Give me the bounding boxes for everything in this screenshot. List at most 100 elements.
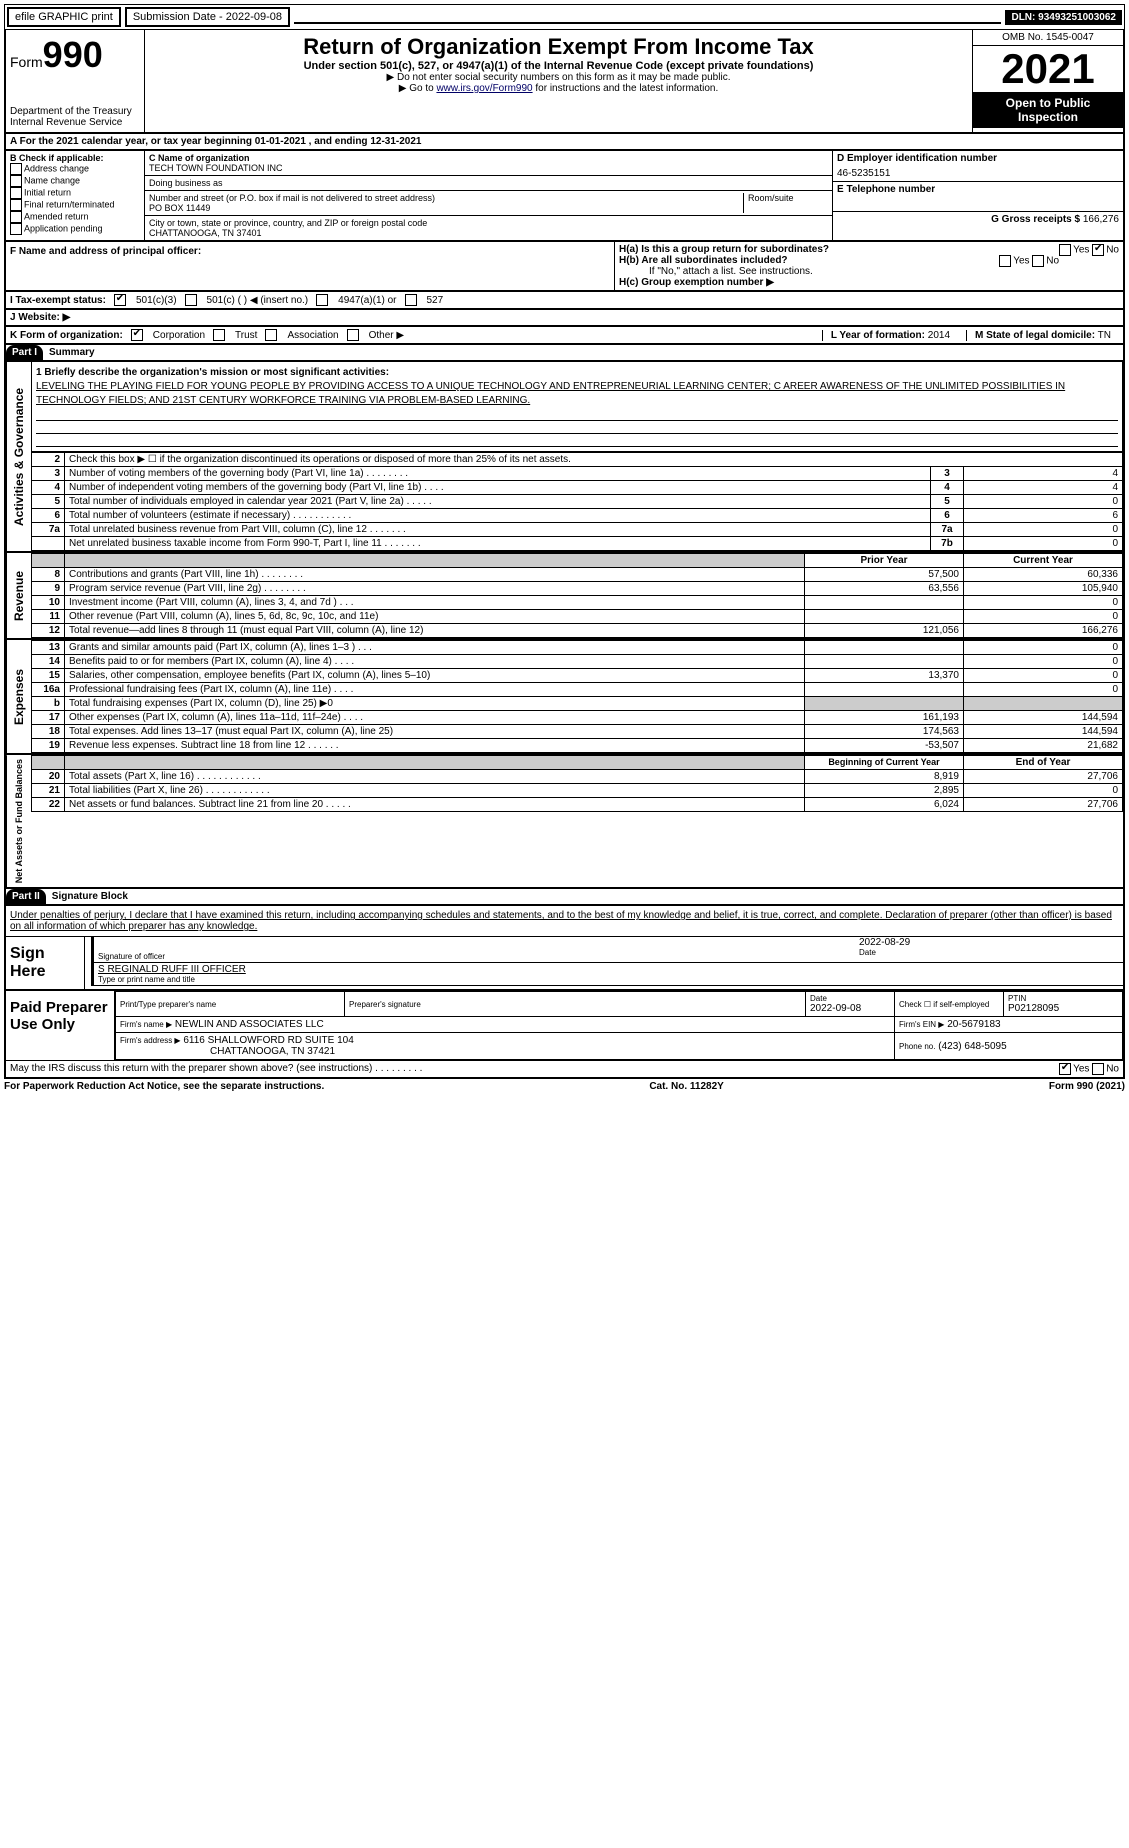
ptin-label: PTIN	[1008, 994, 1118, 1003]
part2-hdr: Part II	[6, 889, 46, 904]
activities-governance: Activities & Governance 1 Briefly descri…	[4, 362, 1125, 553]
netassets-section: Net Assets or Fund Balances Beginning of…	[4, 755, 1125, 889]
table-row: 20Total assets (Part X, line 16) . . . .…	[32, 770, 1123, 784]
prep-row2: Firm's name ▶ NEWLIN AND ASSOCIATES LLC …	[116, 1017, 1123, 1033]
footer-left: For Paperwork Reduction Act Notice, see …	[4, 1081, 324, 1092]
firm-addr1: 6116 SHALLOWFORD RD SUITE 104	[183, 1035, 353, 1046]
discuss-row: May the IRS discuss this return with the…	[6, 1060, 1123, 1077]
chk-trust[interactable]	[213, 329, 225, 341]
chk-pending[interactable]: Application pending	[10, 223, 140, 235]
hb-no[interactable]: No	[1046, 256, 1059, 267]
exp-table: 13Grants and similar amounts paid (Part …	[31, 640, 1123, 753]
sig-date-label: Date	[859, 948, 1119, 957]
revenue-section: Revenue Prior YearCurrent Year 8Contribu…	[4, 553, 1125, 640]
part1-title: Summary	[43, 345, 101, 360]
table-row: 13Grants and similar amounts paid (Part …	[32, 641, 1123, 655]
sig-date: 2022-08-29	[859, 937, 1119, 948]
phone-value: (423) 648-5095	[938, 1041, 1006, 1052]
chk-501c3[interactable]	[114, 294, 126, 306]
net-body: Beginning of Current YearEnd of Year 20T…	[31, 755, 1123, 887]
form-990: 990	[43, 34, 103, 75]
k-label: K Form of organization:	[10, 330, 123, 341]
irs-label: Internal Revenue Service	[10, 117, 140, 128]
section-c: C Name of organization TECH TOWN FOUNDAT…	[145, 151, 832, 240]
paid-preparer-row: Paid Preparer Use Only Print/Type prepar…	[6, 989, 1123, 1060]
submission-date: Submission Date - 2022-09-08	[125, 7, 290, 27]
identity-block: B Check if applicable: Address change Na…	[4, 151, 1125, 242]
page-footer: For Paperwork Reduction Act Notice, see …	[4, 1079, 1125, 1094]
efile-label: efile GRAPHIC print	[7, 7, 121, 27]
city-label: City or town, state or province, country…	[149, 218, 427, 228]
opt-527: 527	[427, 295, 444, 306]
table-row: 19Revenue less expenses. Subtract line 1…	[32, 739, 1123, 753]
chk-final-label: Final return/terminated	[24, 199, 115, 209]
discuss-yes: Yes	[1073, 1064, 1089, 1075]
pt-date: 2022-09-08	[810, 1003, 890, 1014]
chk-address[interactable]: Address change	[10, 163, 140, 175]
ha-yes[interactable]: Yes	[1073, 245, 1089, 256]
irs-link[interactable]: www.irs.gov/Form990	[436, 83, 532, 94]
part1-hdr: Part I	[6, 345, 43, 360]
hb-row: H(b) Are all subordinates included? Yes …	[619, 255, 1119, 266]
firm-name: NEWLIN AND ASSOCIATES LLC	[175, 1019, 324, 1030]
section-f: F Name and address of principal officer:	[6, 242, 615, 290]
side-net: Net Assets or Fund Balances	[6, 755, 31, 887]
section-l: L Year of formation: 2014	[822, 330, 958, 341]
b-label: B Check if applicable:	[10, 153, 140, 163]
table-row: 16aProfessional fundraising fees (Part I…	[32, 683, 1123, 697]
chk-4947[interactable]	[316, 294, 328, 306]
chk-527[interactable]	[405, 294, 417, 306]
street-label: Number and street (or P.O. box if mail i…	[149, 193, 743, 203]
chk-initial[interactable]: Initial return	[10, 187, 140, 199]
chk-final[interactable]: Final return/terminated	[10, 199, 140, 211]
chk-name-label: Name change	[24, 175, 80, 185]
dept-treasury: Department of the Treasury	[10, 106, 140, 117]
phone-label: Phone no.	[899, 1042, 935, 1051]
chk-other[interactable]	[347, 329, 359, 341]
table-row: bTotal fundraising expenses (Part IX, co…	[32, 697, 1123, 711]
street-value: PO BOX 11449	[149, 203, 743, 213]
chk-corp[interactable]	[131, 329, 143, 341]
discuss-no-chk[interactable]	[1092, 1063, 1104, 1075]
table-row: 4Number of independent voting members of…	[32, 481, 1123, 495]
spacer	[294, 10, 1001, 24]
preparer-table: Print/Type preparer's name Preparer's si…	[115, 991, 1123, 1060]
table-row: 6Total number of volunteers (estimate if…	[32, 509, 1123, 523]
sig-date-cell: 2022-08-29 Date	[855, 937, 1123, 963]
firm-ein: 20-5679183	[947, 1019, 1000, 1030]
goto-prefix: ▶ Go to	[399, 83, 437, 94]
section-m: M State of legal domicile: TN	[966, 330, 1119, 341]
firm-addr2: CHATTANOOGA, TN 37421	[120, 1046, 335, 1057]
table-row: Net unrelated business taxable income fr…	[32, 537, 1123, 551]
table-row: 10Investment income (Part VIII, column (…	[32, 596, 1123, 610]
signature-block: Under penalties of perjury, I declare th…	[4, 906, 1125, 1079]
dba-row: Doing business as	[145, 176, 832, 191]
opt-501c: 501(c) ( ) ◀ (insert no.)	[207, 295, 309, 306]
opt-501c3: 501(c)(3)	[136, 295, 177, 306]
section-a: A For the 2021 calendar year, or tax yea…	[4, 134, 1125, 151]
table-row: 7aTotal unrelated business revenue from …	[32, 523, 1123, 537]
org-name-row: C Name of organization TECH TOWN FOUNDAT…	[145, 151, 832, 176]
hb-yes[interactable]: Yes	[1013, 256, 1029, 267]
ha-no[interactable]: No	[1106, 245, 1119, 256]
table-row: 11Other revenue (Part VIII, column (A), …	[32, 610, 1123, 624]
header-left: Form990 Department of the Treasury Inter…	[6, 30, 145, 132]
form-number: Form990	[10, 34, 140, 76]
ein-label: D Employer identification number	[837, 153, 1119, 164]
omb-number: OMB No. 1545-0047	[973, 30, 1123, 46]
chk-amended-label: Amended return	[24, 211, 89, 221]
self-emp-check[interactable]: Check ☐ if self-employed	[895, 992, 1004, 1017]
chk-501c[interactable]	[185, 294, 197, 306]
chk-amended[interactable]: Amended return	[10, 211, 140, 223]
chk-name[interactable]: Name change	[10, 175, 140, 187]
penalty-text: Under penalties of perjury, I declare th…	[6, 906, 1123, 937]
net-hdr: Beginning of Current YearEnd of Year	[32, 756, 1123, 770]
table-row: 12Total revenue—add lines 8 through 11 (…	[32, 624, 1123, 638]
l-label: L Year of formation:	[831, 330, 925, 341]
hb-note: If "No," attach a list. See instructions…	[619, 266, 1119, 277]
section-h: H(a) Is this a group return for subordin…	[615, 242, 1123, 290]
table-row: 15Salaries, other compensation, employee…	[32, 669, 1123, 683]
room-suite: Room/suite	[743, 193, 828, 213]
chk-assoc[interactable]	[265, 329, 277, 341]
discuss-yes-chk[interactable]	[1059, 1063, 1071, 1075]
